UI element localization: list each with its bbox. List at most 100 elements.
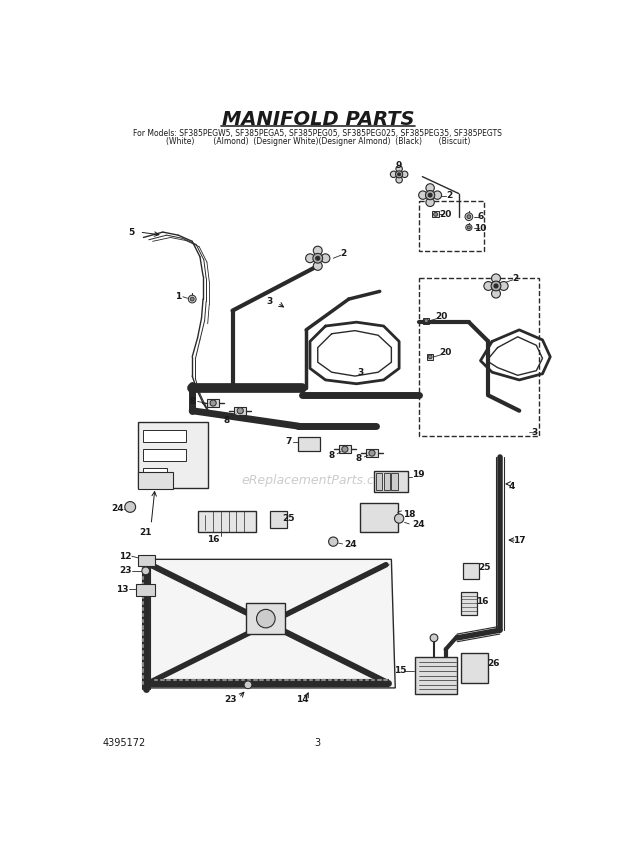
Circle shape bbox=[484, 282, 493, 290]
Circle shape bbox=[492, 289, 500, 298]
Circle shape bbox=[391, 171, 397, 177]
Bar bbox=[247, 603, 285, 634]
Bar bbox=[427, 354, 433, 360]
Text: MANIFOLD PARTS: MANIFOLD PARTS bbox=[221, 110, 414, 129]
Text: 4395172: 4395172 bbox=[102, 739, 146, 748]
Text: 24: 24 bbox=[412, 520, 425, 529]
Text: 16: 16 bbox=[207, 535, 219, 544]
Text: 12: 12 bbox=[119, 552, 132, 561]
Bar bbox=[415, 657, 458, 694]
Bar bbox=[376, 473, 382, 490]
Text: 3: 3 bbox=[531, 428, 538, 437]
Circle shape bbox=[433, 191, 441, 199]
Circle shape bbox=[425, 191, 435, 199]
Circle shape bbox=[426, 198, 435, 206]
Circle shape bbox=[313, 261, 322, 270]
Circle shape bbox=[342, 446, 348, 452]
Circle shape bbox=[321, 254, 330, 263]
Circle shape bbox=[428, 193, 432, 197]
Circle shape bbox=[329, 537, 338, 546]
Circle shape bbox=[190, 297, 194, 301]
Circle shape bbox=[401, 171, 408, 177]
Text: 2: 2 bbox=[446, 192, 453, 200]
Text: 14: 14 bbox=[296, 695, 309, 704]
Bar bbox=[461, 653, 489, 682]
Bar bbox=[143, 468, 167, 478]
Text: 7: 7 bbox=[285, 437, 291, 446]
Bar bbox=[366, 449, 378, 457]
Text: eReplacementParts.com: eReplacementParts.com bbox=[241, 473, 394, 486]
Text: 15: 15 bbox=[394, 667, 406, 675]
Text: 21: 21 bbox=[140, 528, 152, 537]
Text: 20: 20 bbox=[440, 210, 452, 219]
Bar bbox=[360, 503, 397, 532]
Circle shape bbox=[433, 212, 438, 217]
Circle shape bbox=[125, 502, 136, 513]
Text: 23: 23 bbox=[119, 567, 132, 575]
Circle shape bbox=[491, 281, 501, 291]
Text: 23: 23 bbox=[224, 695, 236, 704]
Circle shape bbox=[424, 318, 428, 323]
Circle shape bbox=[316, 256, 320, 260]
Bar bbox=[270, 511, 287, 528]
Circle shape bbox=[237, 407, 243, 413]
Text: 8: 8 bbox=[329, 451, 335, 460]
Text: (White)        (Almond)  (Designer White)(Designer Almond)  (Black)       (Biscu: (White) (Almond) (Designer White)(Design… bbox=[166, 138, 470, 146]
Circle shape bbox=[396, 176, 402, 183]
Bar bbox=[418, 278, 539, 436]
Polygon shape bbox=[146, 559, 396, 688]
Text: 8: 8 bbox=[189, 397, 195, 406]
Text: 6: 6 bbox=[477, 212, 484, 221]
Text: For Models: SF385PEGW5, SF385PEGA5, SF385PEG05, SF385PEG025, SF385PEG35, SF385PE: For Models: SF385PEGW5, SF385PEGA5, SF38… bbox=[133, 129, 502, 138]
Text: 4: 4 bbox=[508, 482, 515, 490]
Circle shape bbox=[396, 171, 402, 178]
Text: 1: 1 bbox=[175, 292, 182, 301]
Circle shape bbox=[418, 191, 427, 199]
Text: 20: 20 bbox=[436, 312, 448, 321]
Circle shape bbox=[257, 609, 275, 627]
Bar bbox=[143, 449, 186, 461]
Text: 2: 2 bbox=[340, 249, 347, 259]
Circle shape bbox=[428, 355, 432, 359]
Bar bbox=[138, 473, 173, 490]
Bar bbox=[423, 318, 429, 324]
Bar bbox=[418, 201, 484, 252]
Text: 3: 3 bbox=[267, 297, 273, 306]
Circle shape bbox=[210, 400, 216, 406]
Circle shape bbox=[397, 173, 401, 175]
Text: 18: 18 bbox=[403, 510, 415, 520]
Circle shape bbox=[306, 254, 314, 263]
Circle shape bbox=[430, 634, 438, 642]
Bar bbox=[234, 407, 247, 414]
Bar bbox=[373, 471, 409, 492]
Text: 24: 24 bbox=[112, 504, 124, 513]
Text: 3: 3 bbox=[357, 368, 363, 377]
Bar bbox=[433, 211, 439, 217]
Circle shape bbox=[499, 282, 508, 290]
Circle shape bbox=[467, 226, 471, 229]
Circle shape bbox=[465, 213, 472, 221]
Text: 24: 24 bbox=[344, 540, 356, 550]
Circle shape bbox=[188, 295, 196, 303]
Text: 5: 5 bbox=[128, 228, 135, 236]
Bar bbox=[198, 511, 255, 532]
Circle shape bbox=[313, 253, 322, 263]
Circle shape bbox=[494, 284, 498, 288]
Text: 8: 8 bbox=[223, 416, 229, 425]
Text: 19: 19 bbox=[412, 470, 425, 479]
Bar bbox=[138, 556, 155, 567]
Circle shape bbox=[467, 215, 471, 218]
Text: 2: 2 bbox=[512, 274, 518, 282]
Circle shape bbox=[466, 224, 472, 230]
Text: 26: 26 bbox=[487, 659, 500, 668]
Text: 9: 9 bbox=[396, 161, 402, 169]
Bar bbox=[136, 584, 155, 597]
Text: 25: 25 bbox=[478, 562, 490, 572]
Bar bbox=[461, 591, 477, 615]
Text: 13: 13 bbox=[116, 585, 129, 594]
Bar bbox=[391, 473, 397, 490]
Text: 20: 20 bbox=[440, 348, 452, 358]
Bar bbox=[143, 430, 186, 442]
Text: 8: 8 bbox=[356, 454, 362, 463]
Text: 25: 25 bbox=[282, 514, 294, 523]
